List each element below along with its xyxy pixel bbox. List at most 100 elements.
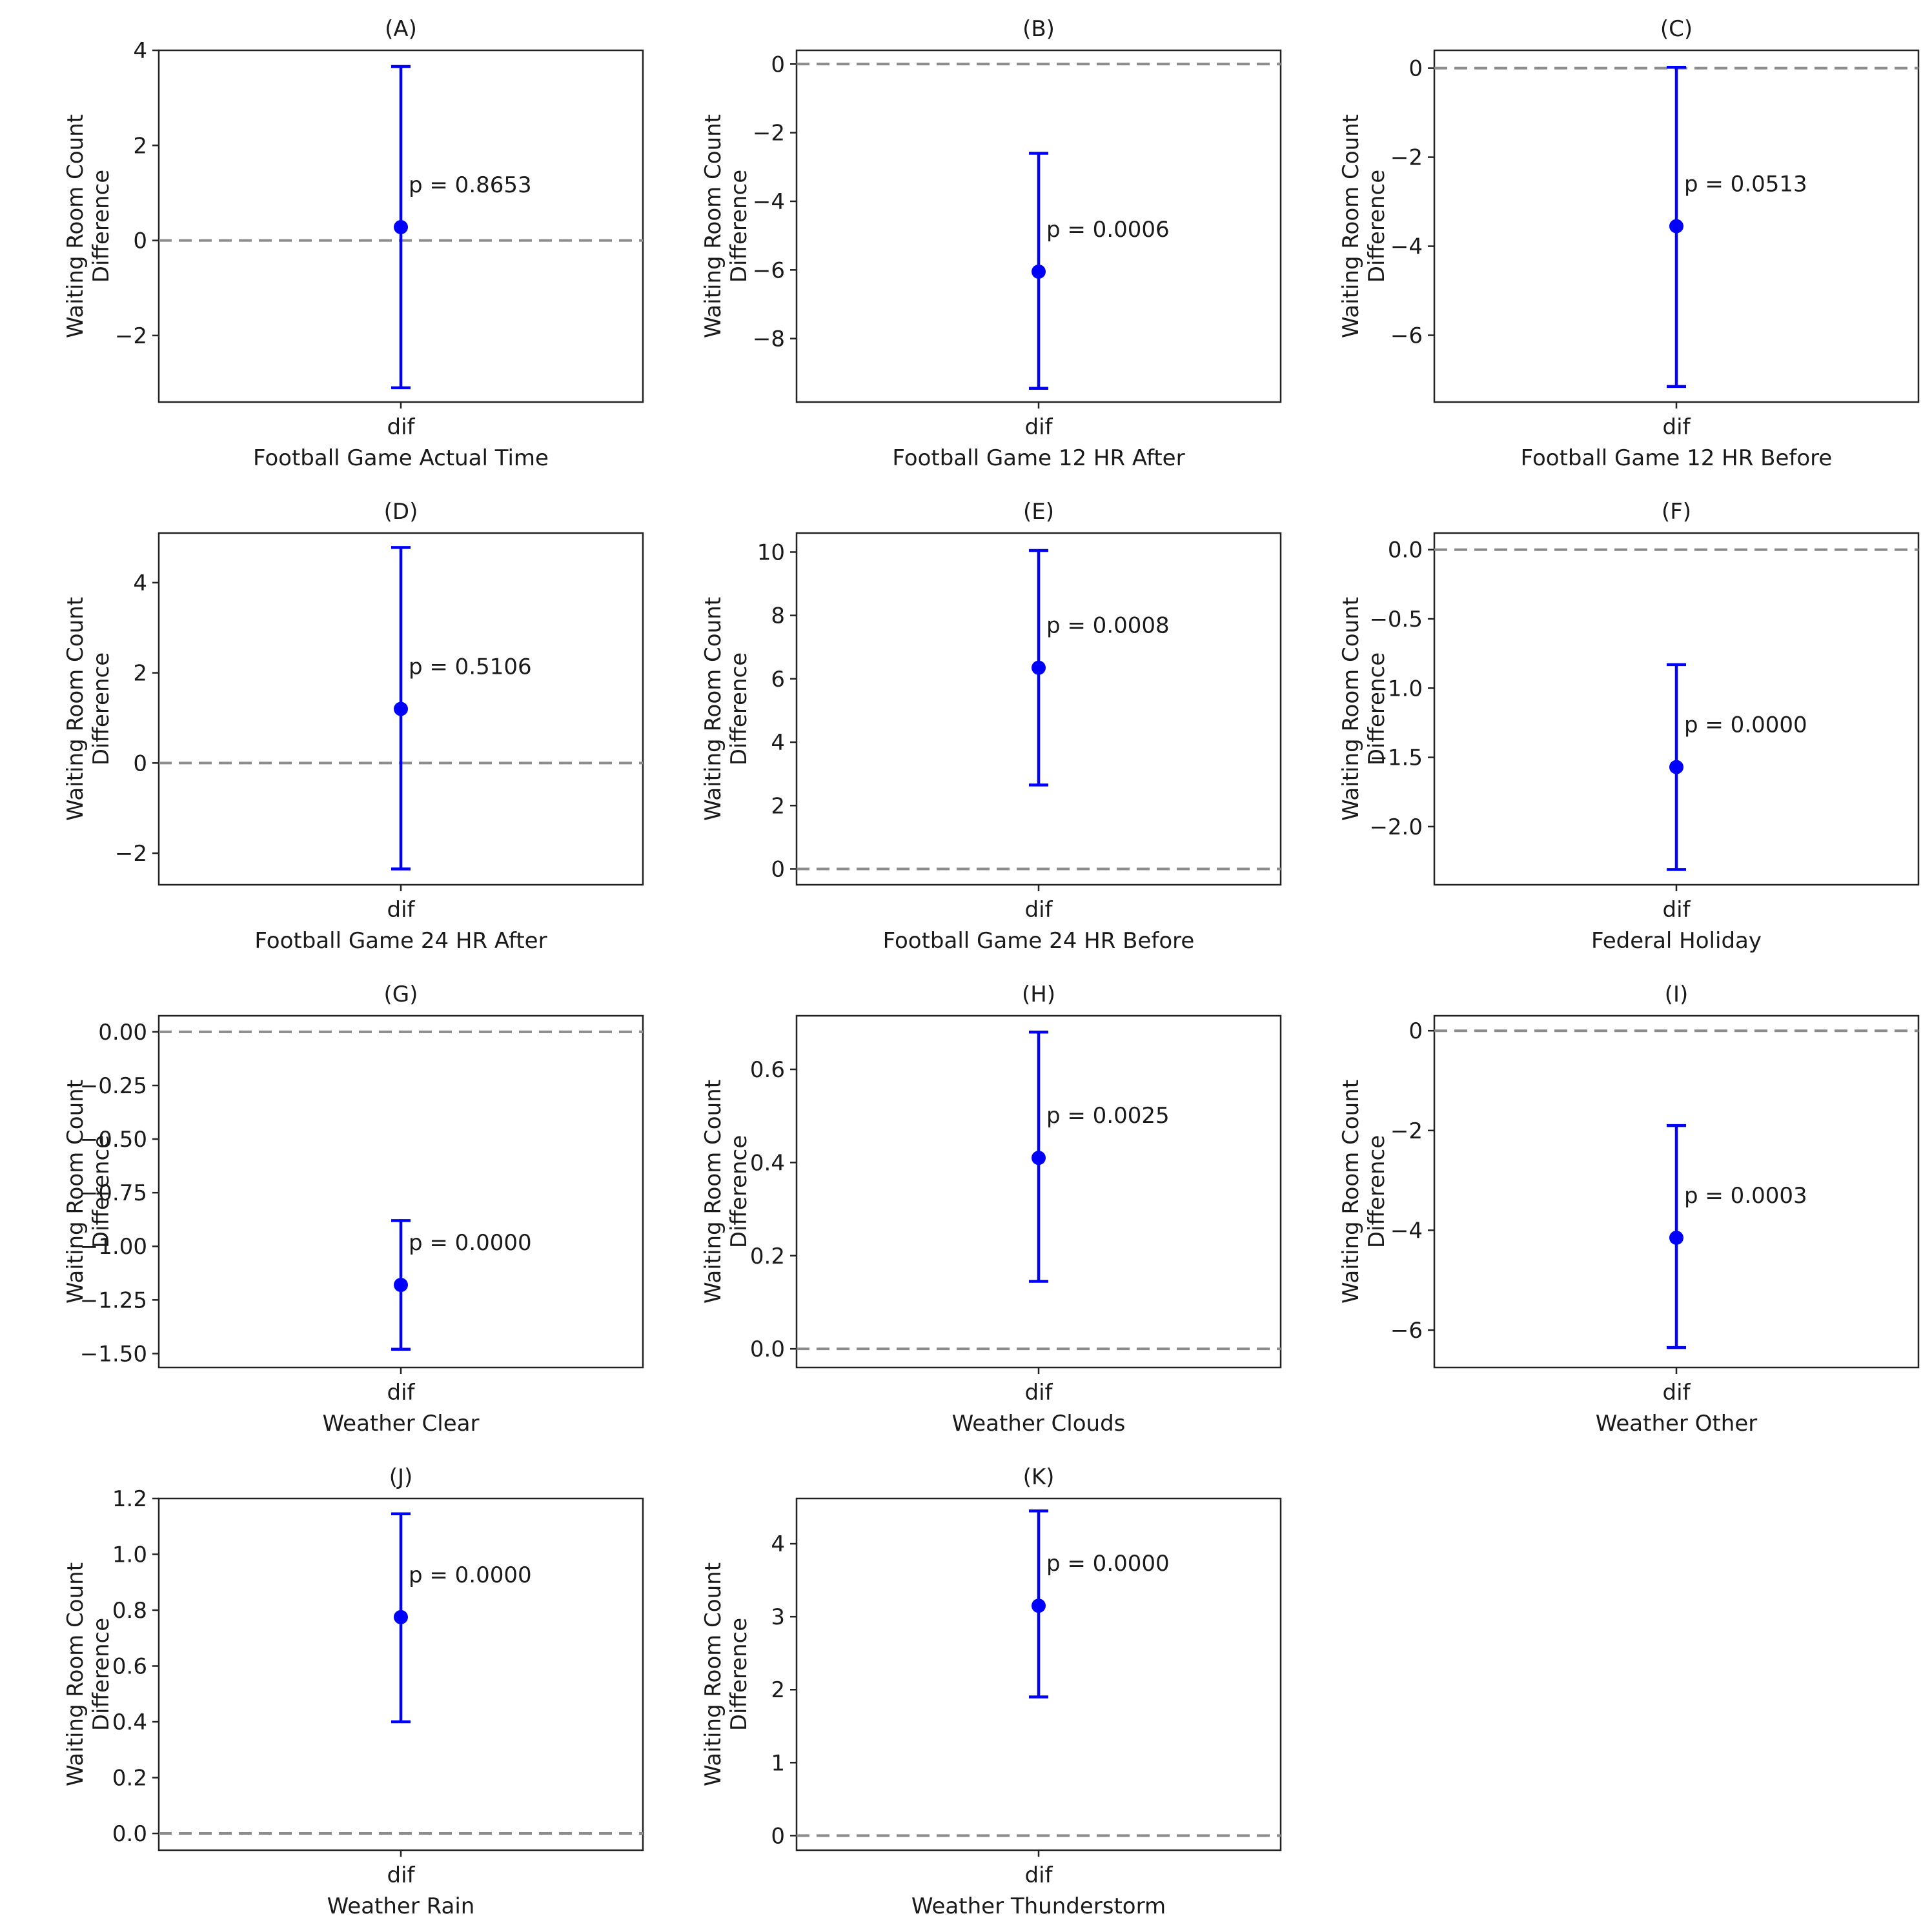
x-category-label-j: dif — [387, 1862, 416, 1888]
point-estimate-e — [1032, 660, 1046, 675]
x-category-label-g: dif — [387, 1380, 416, 1406]
y-axis-label-line: Difference — [726, 1618, 752, 1731]
panel-title-d: (D) — [384, 499, 418, 525]
y-tick-label-e: 10 — [757, 540, 785, 565]
point-estimate-b — [1032, 264, 1046, 279]
y-tick-label-b: −4 — [753, 189, 785, 215]
x-axis-label-i: Weather Other — [1596, 1411, 1758, 1437]
y-axis-label-line: Difference — [1364, 170, 1390, 283]
x-axis-label-g: Weather Clear — [323, 1411, 480, 1437]
y-tick-label-a: −2 — [115, 323, 147, 349]
y-axis-label-line: Difference — [1364, 652, 1390, 765]
y-tick-label-i: −2 — [1390, 1118, 1423, 1144]
p-value-label-e: p = 0.0008 — [1046, 613, 1170, 639]
y-tick-label-j: 1.0 — [112, 1542, 147, 1568]
x-axis-label-c: Football Game 12 HR Before — [1521, 445, 1833, 471]
y-tick-label-b: 0 — [771, 52, 785, 77]
y-tick-label-c: −2 — [1390, 145, 1423, 171]
panel-title-a: (A) — [385, 16, 417, 42]
y-axis-label-line: Waiting Room Count — [1338, 597, 1364, 821]
y-axis-label-c: Waiting Room CountDifference — [1338, 114, 1390, 338]
y-axis-label-d: Waiting Room CountDifference — [63, 597, 114, 821]
y-axis-label-g: Waiting Room CountDifference — [63, 1080, 114, 1304]
y-tick-label-h: 0.0 — [750, 1337, 785, 1362]
y-axis-label-line: Waiting Room Count — [1338, 1080, 1364, 1304]
y-tick-label-g: −1.50 — [80, 1341, 147, 1367]
x-category-label-h: dif — [1025, 1380, 1053, 1406]
y-axis-label-line: Waiting Room Count — [63, 114, 88, 338]
point-estimate-f — [1669, 760, 1683, 774]
p-value-label-h: p = 0.0025 — [1046, 1103, 1170, 1129]
x-category-label-i: dif — [1663, 1380, 1691, 1406]
y-tick-label-j: 0.2 — [112, 1766, 147, 1791]
y-tick-label-k: 1 — [771, 1750, 785, 1776]
panel-title-b: (B) — [1022, 16, 1055, 42]
p-value-label-k: p = 0.0000 — [1046, 1551, 1170, 1577]
panel-title-e: (E) — [1023, 499, 1054, 525]
panel-title-c: (C) — [1660, 16, 1693, 42]
y-axis-label-line: Difference — [88, 1135, 114, 1248]
y-tick-label-i: 0 — [1408, 1018, 1423, 1044]
y-tick-label-d: 0 — [133, 751, 147, 776]
x-category-label-e: dif — [1025, 897, 1053, 923]
y-axis-label-line: Difference — [88, 170, 114, 283]
y-tick-label-f: −1.5 — [1369, 745, 1423, 771]
p-value-label-b: p = 0.0006 — [1046, 217, 1170, 243]
y-tick-label-i: −4 — [1390, 1218, 1423, 1244]
x-axis-label-a: Football Game Actual Time — [253, 445, 549, 471]
point-estimate-g — [394, 1278, 408, 1293]
y-tick-label-g: −0.25 — [80, 1073, 147, 1099]
y-tick-label-h: 0.4 — [750, 1150, 785, 1176]
p-value-label-d: p = 0.5106 — [409, 654, 532, 680]
y-axis-label-line: Difference — [726, 1135, 752, 1248]
point-estimate-k — [1032, 1599, 1046, 1613]
y-axis-label-line: Difference — [88, 1618, 114, 1731]
p-value-label-f: p = 0.0000 — [1684, 712, 1807, 738]
y-tick-label-f: −2.0 — [1369, 814, 1423, 840]
point-estimate-h — [1032, 1151, 1046, 1165]
y-tick-label-h: 0.2 — [750, 1244, 785, 1269]
y-axis-label-e: Waiting Room CountDifference — [700, 597, 752, 821]
panel-title-f: (F) — [1662, 499, 1691, 525]
y-tick-label-e: 8 — [771, 603, 785, 629]
p-value-label-g: p = 0.0000 — [409, 1230, 532, 1256]
point-estimate-d — [394, 701, 408, 716]
y-axis-label-h: Waiting Room CountDifference — [700, 1080, 752, 1304]
y-tick-label-g: −1.25 — [80, 1287, 147, 1313]
y-axis-label-i: Waiting Room CountDifference — [1338, 1080, 1390, 1304]
y-tick-label-f: −0.5 — [1369, 607, 1423, 632]
y-tick-label-j: 1.2 — [112, 1486, 147, 1512]
y-tick-label-g: 0.00 — [98, 1020, 147, 1045]
y-tick-label-a: 2 — [133, 133, 147, 159]
y-tick-label-e: 0 — [771, 856, 785, 882]
y-tick-label-k: 0 — [771, 1823, 785, 1849]
panel-title-k: (K) — [1023, 1464, 1055, 1490]
x-category-label-d: dif — [387, 897, 416, 923]
y-axis-label-line: Waiting Room Count — [63, 1080, 88, 1304]
x-axis-label-d: Football Game 24 HR After — [254, 928, 547, 954]
y-axis-label-line: Difference — [726, 652, 752, 765]
y-tick-label-b: −8 — [753, 327, 785, 352]
y-axis-label-line: Waiting Room Count — [700, 1562, 726, 1786]
y-tick-label-k: 3 — [771, 1604, 785, 1630]
x-category-label-f: dif — [1663, 897, 1691, 923]
y-tick-label-f: 0.0 — [1388, 538, 1423, 563]
y-tick-label-g: −0.50 — [80, 1127, 147, 1153]
y-tick-label-e: 2 — [771, 793, 785, 819]
y-axis-label-a: Waiting Room CountDifference — [63, 114, 114, 338]
y-axis-label-line: Difference — [1364, 1135, 1390, 1248]
x-category-label-a: dif — [387, 414, 416, 440]
y-axis-label-line: Waiting Room Count — [63, 597, 88, 821]
y-tick-label-h: 0.6 — [750, 1057, 785, 1083]
y-axis-label-f: Waiting Room CountDifference — [1338, 597, 1390, 821]
y-tick-label-d: 2 — [133, 661, 147, 687]
y-tick-label-j: 0.4 — [112, 1710, 147, 1735]
y-tick-label-j: 0.8 — [112, 1598, 147, 1624]
y-tick-label-a: 4 — [133, 38, 147, 64]
y-tick-label-k: 4 — [771, 1531, 785, 1557]
y-tick-label-c: 0 — [1408, 56, 1423, 82]
y-tick-label-b: −6 — [753, 257, 785, 283]
x-axis-label-b: Football Game 12 HR After — [892, 445, 1185, 471]
y-axis-label-k: Waiting Room CountDifference — [700, 1562, 752, 1786]
y-tick-label-g: −0.75 — [80, 1180, 147, 1206]
